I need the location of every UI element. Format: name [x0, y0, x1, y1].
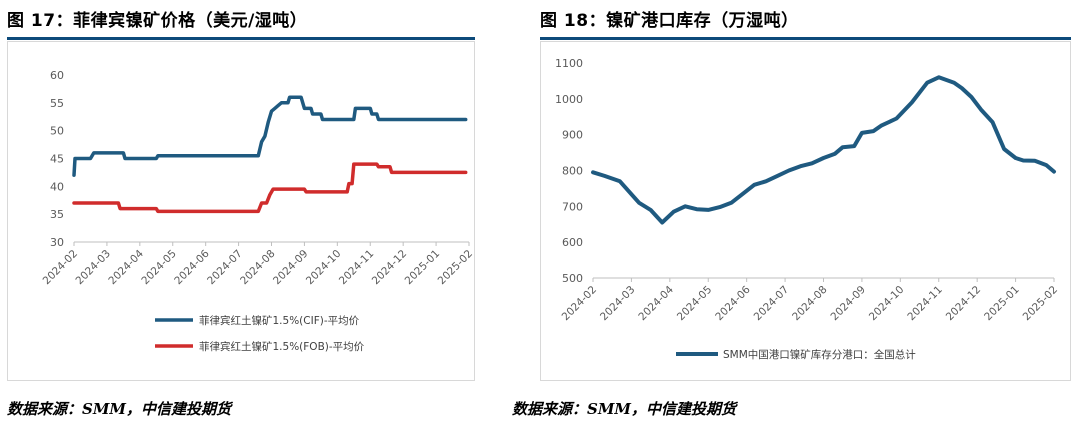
x-tick-label: 2024-12 — [370, 248, 410, 288]
chart-title: 图 18：镍矿港口库存（万湿吨） — [540, 11, 799, 31]
price-chart-svg: 303540455055602024-022024-032024-042024-… — [41, 69, 476, 353]
x-tick-label: 2024-02 — [560, 284, 600, 324]
x-tick-label: 2024-09 — [829, 284, 869, 324]
x-tick-label: 2024-03 — [74, 248, 114, 288]
chart-frame — [7, 41, 475, 381]
source-note: 数据来源：SMM，中信建投期货 — [7, 400, 232, 418]
x-tick-label: 2024-11 — [337, 248, 377, 288]
chart-panel-port-inventory: 图 18：镍矿港口库存（万湿吨） 500 600 700 800 900 1000 1100… — [512, 0, 1080, 422]
x-tick-label: 2024-04 — [636, 283, 676, 323]
y-tick-label: 500 — [562, 272, 583, 285]
y-tick-label: 60 — [50, 69, 64, 82]
series-line — [72, 95, 468, 177]
legend-label: 菲律宾红土镍矿1.5%(FOB)-平均价 — [199, 340, 365, 353]
y-tick-label: 600 — [562, 236, 583, 249]
title-rule — [540, 37, 1071, 40]
x-tick-label: 2024-12 — [944, 284, 984, 324]
x-tick-label: 2024-07 — [205, 248, 245, 288]
y-tick-label: 700 — [562, 200, 583, 213]
x-tick-label: 2024-04 — [106, 247, 146, 287]
x-tick-label: 2024-06 — [713, 283, 753, 323]
x-tick-label: 2025-02 — [1021, 284, 1061, 324]
x-tick-label: 2024-10 — [867, 284, 907, 324]
y-tick-label: 1000 — [555, 93, 583, 106]
series-line — [72, 162, 468, 214]
legend-label: 菲律宾红土镍矿1.5%(CIF)-平均价 — [199, 314, 360, 327]
x-tick-label: 2025-01 — [403, 248, 443, 288]
x-tick-label: 2024-03 — [598, 284, 638, 324]
y-tick-label: 45 — [50, 153, 64, 166]
x-tick-label: 2024-05 — [675, 284, 715, 324]
x-tick-label: 2024-06 — [172, 247, 212, 287]
series-line — [591, 75, 1056, 225]
y-tick-label: 35 — [50, 208, 64, 221]
chart-title: 图 17：菲律宾镍矿价格（美元/湿吨） — [7, 11, 308, 31]
source-note: 数据来源：SMM，中信建投期货 — [512, 400, 737, 418]
y-tick-label: 1100 — [555, 57, 583, 70]
legend-label: SMM中国港口镍矿库存分港口：全国总计 — [723, 348, 916, 361]
x-tick-label: 2024-09 — [271, 248, 311, 288]
title-rule — [7, 37, 475, 40]
x-tick-label: 2024-11 — [905, 284, 945, 324]
x-tick-label: 2024-10 — [304, 248, 344, 288]
chart-frame — [540, 41, 1071, 381]
x-tick-label: 2024-02 — [41, 248, 81, 288]
inventory-chart-svg: 500600700800900100011002024-022024-03202… — [555, 57, 1061, 361]
y-tick-label: 40 — [50, 180, 64, 193]
x-tick-label: 2024-07 — [752, 284, 792, 324]
x-tick-label: 2025-01 — [982, 284, 1022, 324]
x-tick-label: 2024-08 — [790, 284, 830, 324]
y-tick-label: 50 — [50, 125, 64, 138]
y-tick-label: 55 — [50, 97, 64, 110]
x-tick-label: 2025-02 — [436, 248, 476, 288]
y-tick-label: 30 — [50, 236, 64, 249]
y-tick-label: 800 — [562, 165, 583, 178]
chart-panel-nickel-ore-price: 图 17：菲律宾镍矿价格（美元/湿吨） 30 35 40 45 50 55 60 2024-0… — [7, 11, 476, 418]
y-tick-label: 900 — [562, 129, 583, 142]
x-tick-label: 2024-05 — [139, 248, 179, 288]
x-tick-label: 2024-08 — [238, 248, 278, 288]
